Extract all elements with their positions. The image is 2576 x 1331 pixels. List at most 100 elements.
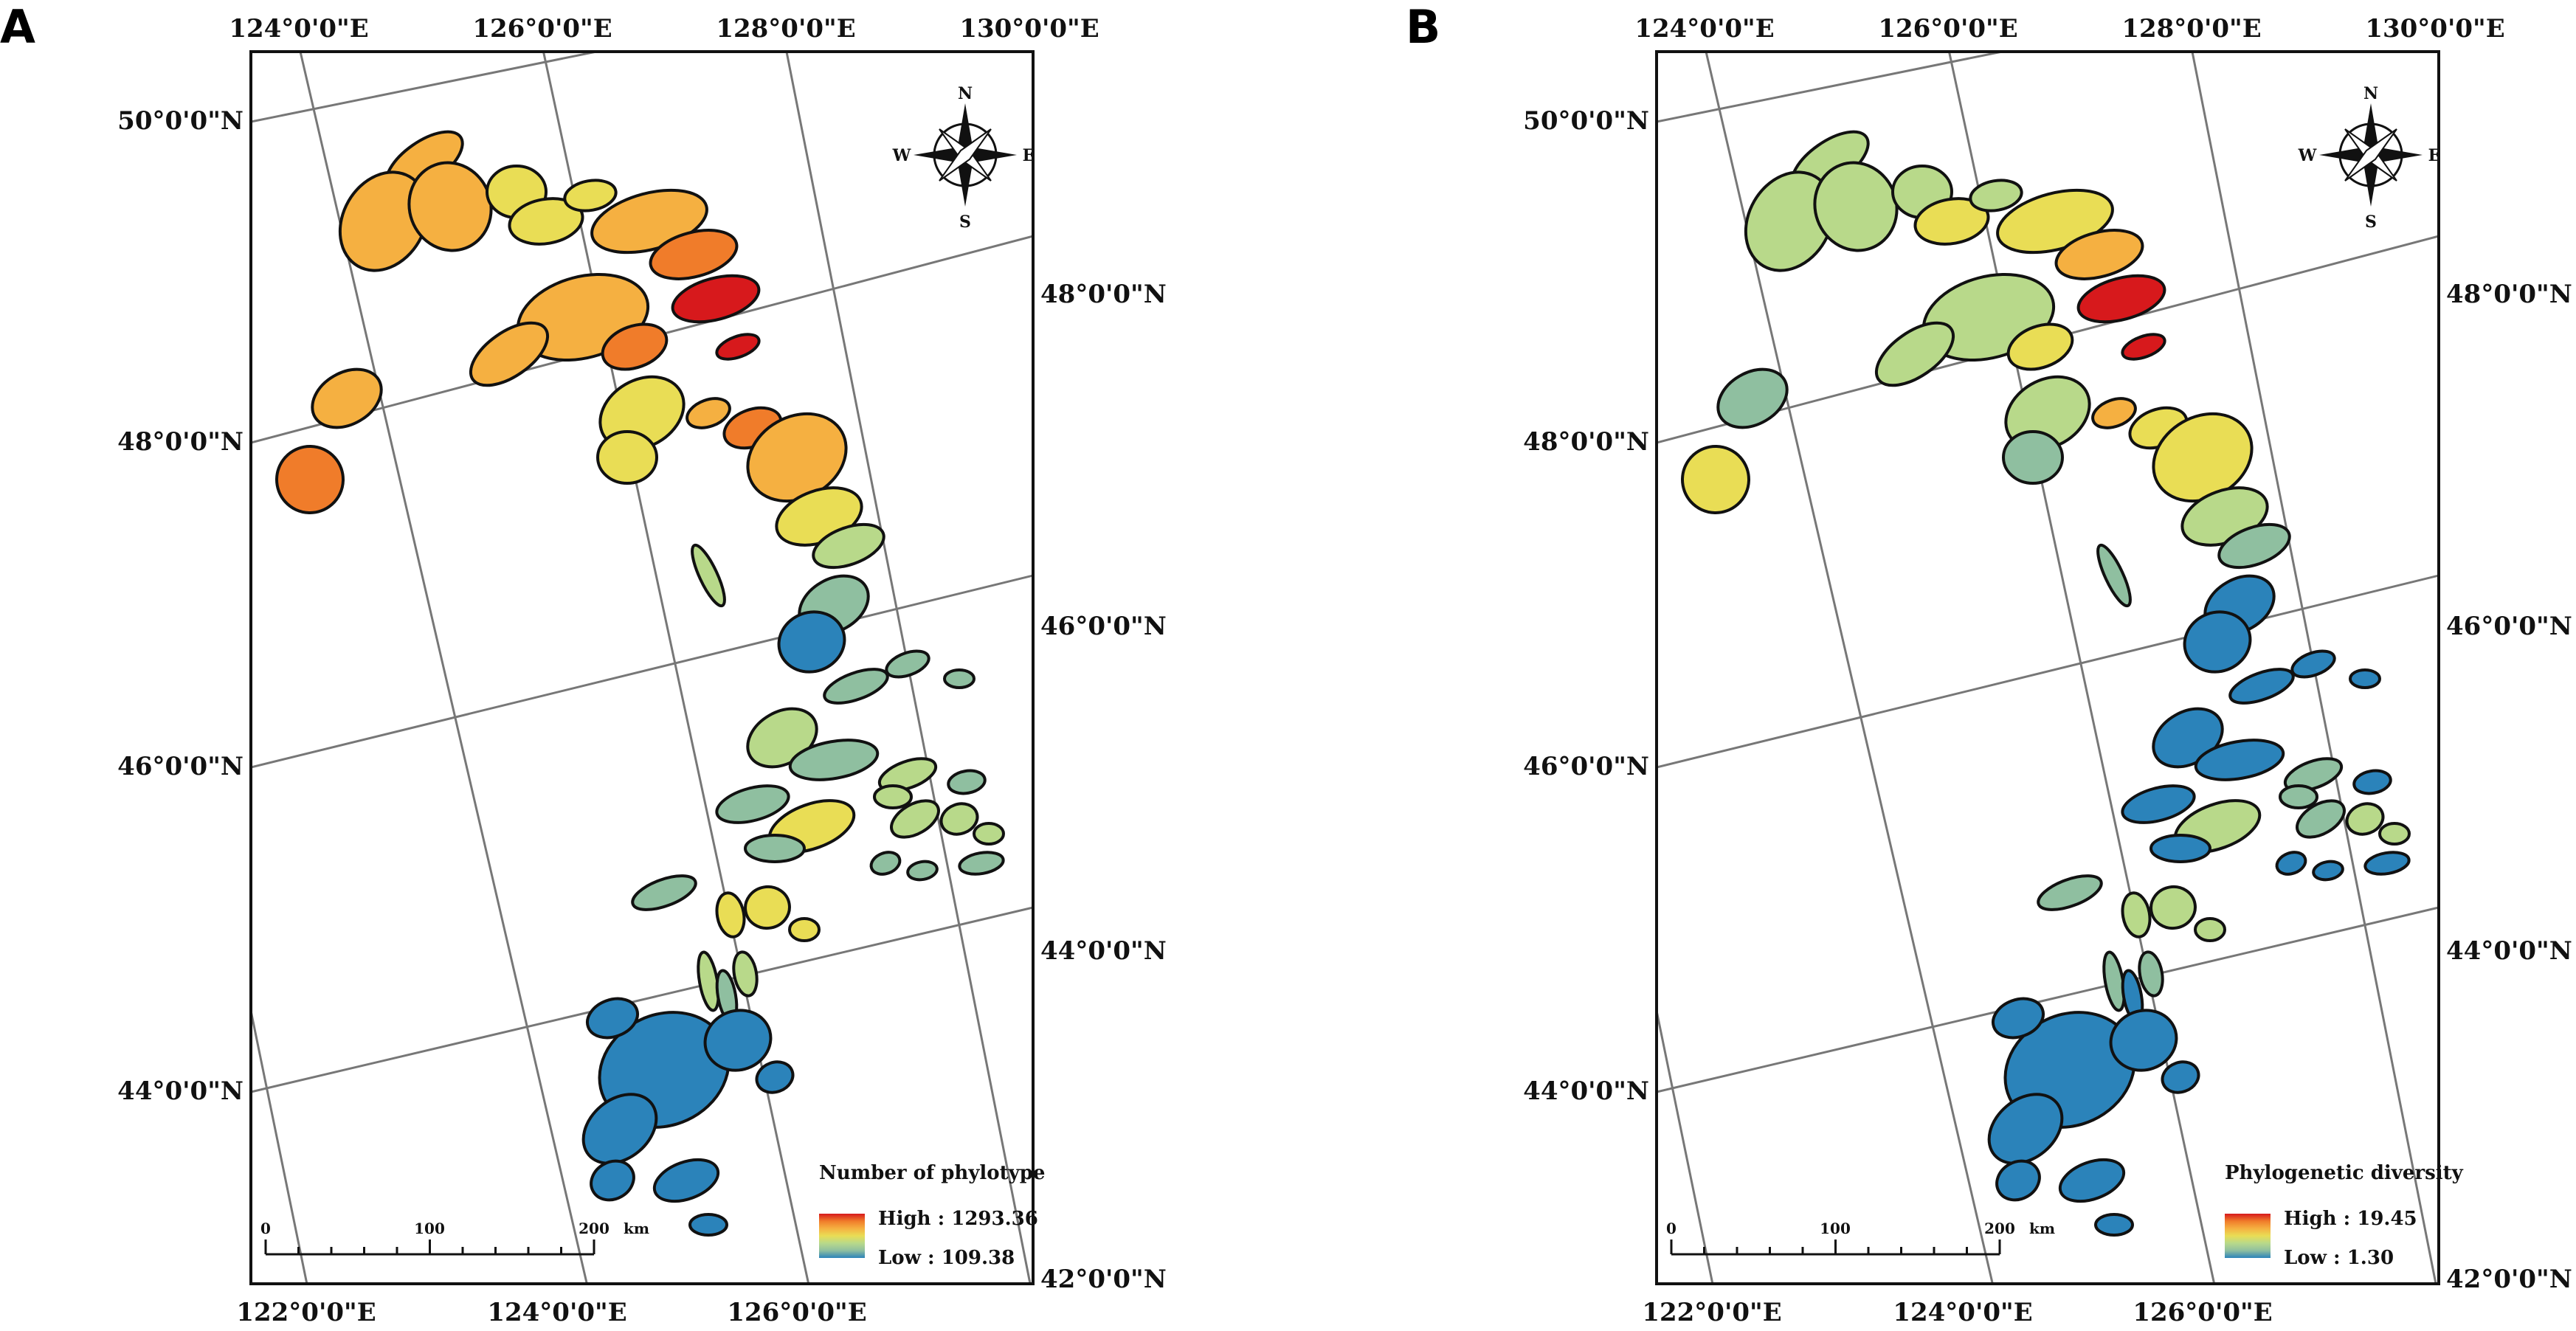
region-polygon — [2194, 917, 2226, 942]
region-polygon — [1744, 170, 1835, 272]
legend-high-label: High : 19.45 — [2284, 1208, 2417, 1230]
scale-bar-unit: km — [624, 1220, 649, 1237]
legend: Phylogenetic diversity High : 19.45 Low : … — [2225, 1162, 2464, 1269]
region-polygon — [469, 321, 550, 387]
region-polygon — [563, 179, 618, 212]
legend-low-label: Low : 1.30 — [2284, 1247, 2394, 1269]
region-polygon — [2121, 784, 2196, 824]
lon-label-top: 128°0'0"E — [2121, 14, 2261, 44]
lat-label-right: 42°0'0"N — [1040, 1265, 1167, 1294]
scale-bar-label: 200 — [1984, 1220, 2015, 1237]
region-polygon — [586, 997, 639, 1040]
region-polygon — [2091, 397, 2137, 429]
region-polygon — [890, 799, 940, 839]
region-polygon — [2037, 874, 2103, 911]
region-polygon — [508, 197, 584, 246]
region-polygon — [2096, 543, 2132, 608]
region-polygon — [1681, 445, 1750, 514]
region-polygon — [631, 874, 697, 911]
region-polygon — [2349, 668, 2381, 689]
lon-label-top: 124°0'0"E — [1634, 14, 1774, 44]
lat-label-left: 46°0'0"N — [117, 752, 244, 781]
legend-title: Phylogenetic diversity — [2225, 1162, 2464, 1184]
panel-b: B 124°0'0"E 126°0'0"E 128°0'0"E 130°0'0"E 122… — [1406, 0, 2576, 1331]
lon-label-bottom: 124°0'0"E — [487, 1298, 626, 1327]
lat-label-right: 48°0'0"N — [2446, 280, 2572, 309]
lat-label-left: 50°0'0"N — [117, 106, 244, 136]
region-polygon — [2109, 1009, 2178, 1072]
compass-e-label: E — [1023, 146, 1035, 165]
compass-e-label: E — [2428, 146, 2441, 165]
region-polygon — [777, 610, 846, 674]
region-polygon — [2296, 799, 2346, 839]
region-polygon — [2194, 739, 2285, 781]
region-polygon — [715, 784, 790, 824]
region-polygon — [1995, 1159, 2041, 1202]
lon-label-top: 126°0'0"E — [472, 14, 612, 44]
region-polygon — [2345, 802, 2385, 836]
parallel-line — [251, 52, 602, 123]
region-polygon — [2138, 950, 2164, 998]
region-polygon — [1716, 367, 1789, 429]
region-polygon — [2217, 522, 2291, 570]
scale-bar-label: 100 — [1820, 1220, 1851, 1237]
lon-label-bottom: 122°0'0"E — [1642, 1298, 1781, 1327]
compass-s-label: S — [2365, 212, 2377, 232]
region-polygon — [812, 522, 885, 570]
lat-label-right: 48°0'0"N — [1040, 280, 1167, 309]
region-polygon — [1913, 197, 1990, 246]
lat-label-right: 44°0'0"N — [2446, 936, 2572, 966]
lat-label-left: 48°0'0"N — [1523, 427, 1649, 457]
compass-needle-diag — [939, 128, 992, 182]
compass-rose: N S E W — [2298, 84, 2441, 232]
region-polygon — [2094, 1213, 2134, 1237]
region-polygon — [744, 834, 806, 863]
parallel-line — [1657, 574, 2439, 769]
region-polygon — [788, 739, 880, 781]
region-polygon — [958, 851, 1005, 876]
panel-a: A 124°0'0"E 126°0'0"E 128°0'0"E 130°0'0"E 122… — [0, 0, 1167, 1327]
region-polygon — [338, 170, 429, 272]
meridian-line — [1657, 1010, 1714, 1284]
compass-rose: N S E W — [892, 84, 1035, 232]
region-polygon — [755, 1060, 795, 1094]
lat-label-left: 44°0'0"N — [1523, 1076, 1649, 1106]
region-polygon — [1969, 179, 2023, 212]
parallel-line — [251, 574, 1033, 769]
lon-label-top: 128°0'0"E — [716, 14, 855, 44]
lat-label-right: 42°0'0"N — [2446, 1265, 2572, 1294]
region-polygon — [601, 322, 669, 371]
region-polygon — [2312, 860, 2344, 882]
panel-label: A — [0, 0, 35, 54]
map-svg: B 124°0'0"E 126°0'0"E 128°0'0"E 130°0'0"E 122… — [1406, 0, 2572, 1327]
region-polygon — [686, 397, 731, 429]
legend-low-label: Low : 109.38 — [878, 1247, 1015, 1269]
region-polygon — [973, 822, 1005, 846]
legend-color-ramp — [819, 1214, 865, 1258]
region-polygon — [2279, 784, 2318, 809]
region-polygon — [869, 851, 902, 876]
region-polygon — [877, 757, 938, 792]
region-polygon — [939, 802, 979, 836]
region-polygon — [688, 1213, 728, 1237]
compass-w-label: W — [2298, 146, 2317, 165]
legend: Number of phylotype High : 1293.36 Low : 1… — [819, 1162, 1045, 1269]
region-polygon — [2183, 610, 2252, 674]
lat-label-right: 44°0'0"N — [1040, 936, 1167, 966]
compass-w-label: W — [892, 146, 911, 165]
compass-needle-diag — [2344, 128, 2397, 182]
compass-n-label: N — [2363, 84, 2378, 103]
parallel-line — [1657, 906, 2439, 1093]
lon-label-top: 130°0'0"E — [959, 14, 1099, 44]
region-polygon — [943, 668, 976, 689]
legend-title: Number of phylotype — [819, 1162, 1045, 1184]
lat-label-left: 46°0'0"N — [1523, 752, 1649, 781]
region-group — [275, 130, 1005, 1237]
region-polygon — [1992, 997, 2045, 1040]
region-polygon — [2006, 322, 2074, 371]
region-polygon — [873, 784, 913, 809]
region-polygon — [596, 430, 658, 485]
compass-n-label: N — [958, 84, 973, 103]
lon-label-bottom: 126°0'0"E — [727, 1298, 866, 1327]
panel-label: B — [1406, 0, 1440, 54]
